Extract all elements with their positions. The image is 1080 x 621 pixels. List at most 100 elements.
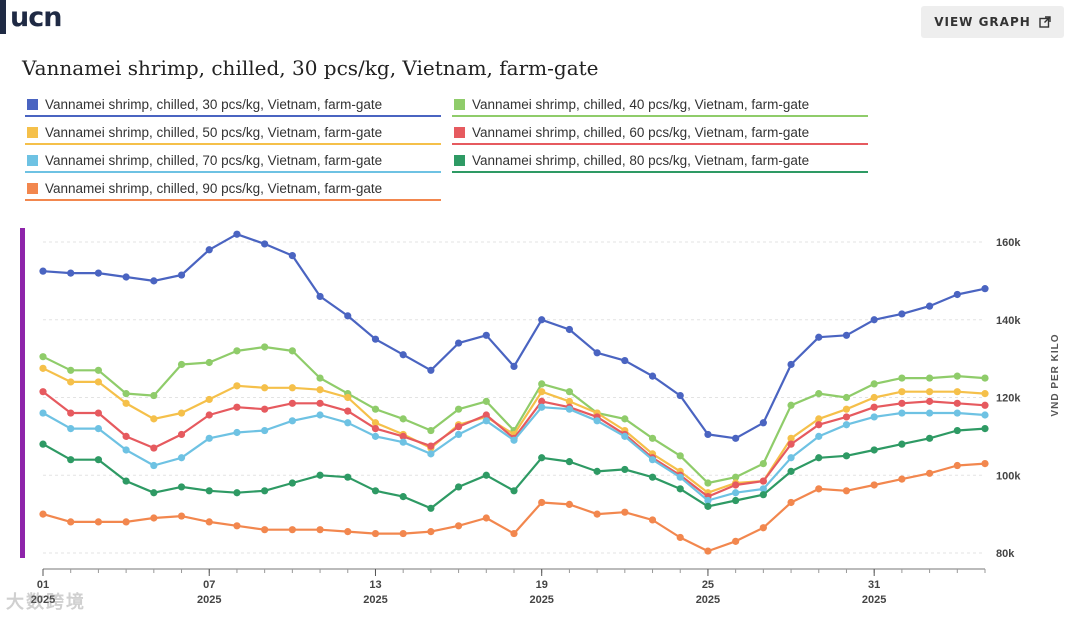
logo-bar [0,0,6,34]
data-point [344,419,352,427]
data-point [150,514,158,522]
data-point [925,302,934,310]
data-point [648,516,657,524]
data-point [399,415,407,423]
data-point [870,316,878,324]
data-point [538,498,546,507]
data-point [371,432,380,440]
data-point [39,353,47,361]
series-line [42,462,986,553]
legend-item[interactable]: Vannamei shrimp, chilled, 90 pcs/kg, Vie… [25,177,441,201]
data-point [482,417,490,425]
legend-label: Vannamei shrimp, chilled, 60 pcs/kg, Vie… [472,124,810,140]
data-point [704,496,712,505]
data-point [39,510,47,518]
data-point [538,403,546,411]
data-point [288,347,296,355]
data-point [704,502,712,510]
data-point [593,467,601,475]
data-point [261,384,269,392]
data-point [205,395,213,404]
data-point [815,421,823,429]
data-point [870,403,878,411]
data-point [94,378,103,386]
data-point [510,529,518,538]
data-point [925,397,934,405]
data-point [732,537,740,545]
data-point [261,426,269,435]
data-point [925,409,934,417]
external-link-icon [1039,16,1051,28]
data-point [344,407,352,415]
data-point [316,471,324,479]
data-point [953,409,961,417]
legend-item[interactable]: Vannamei shrimp, chilled, 40 pcs/kg, Vie… [452,93,868,117]
y-tick-label: 140k [996,315,1021,327]
data-point [316,386,324,394]
legend-item[interactable]: Vannamei shrimp, chilled, 70 pcs/kg, Vie… [25,149,441,173]
legend-item[interactable]: Vannamei shrimp, chilled, 60 pcs/kg, Vie… [452,121,868,145]
data-point [482,331,490,339]
data-point [953,461,961,470]
data-point [67,409,75,417]
data-point [704,479,712,487]
data-point [399,529,407,538]
data-point [648,434,657,442]
data-point [732,434,740,442]
legend-label: Vannamei shrimp, chilled, 30 pcs/kg, Vie… [45,96,383,112]
legend-label: Vannamei shrimp, chilled, 50 pcs/kg, Vie… [45,124,383,140]
legend-item[interactable]: Vannamei shrimp, chilled, 80 pcs/kg, Vie… [452,149,868,173]
data-point [925,374,934,382]
legend-label: Vannamei shrimp, chilled, 80 pcs/kg, Vie… [472,152,810,168]
data-point [621,465,629,474]
data-point [981,425,989,433]
data-point [482,411,490,419]
data-point [288,526,296,534]
chart-title: Vannamei shrimp, chilled, 30 pcs/kg, Vie… [22,56,599,80]
view-graph-button[interactable]: VIEW GRAPH [921,6,1064,38]
data-point [371,425,380,433]
data-point [981,285,989,293]
data-point [815,333,823,341]
data-point [150,461,158,470]
data-point [177,512,186,520]
data-point [565,397,574,405]
data-point [981,459,989,468]
data-point [371,487,380,495]
data-point [177,483,186,491]
data-point [316,411,324,419]
data-point [177,409,186,417]
data-point [205,246,213,254]
data-point [842,421,851,429]
x-tick-year: 2025 [197,594,221,606]
x-tick-year: 2025 [696,594,720,606]
data-point [648,456,657,464]
data-point [981,401,989,409]
data-point [565,500,574,509]
data-point [482,471,490,479]
data-point [815,390,823,398]
data-point [981,390,989,398]
data-point [122,446,130,454]
data-point [316,526,324,534]
data-point [593,510,601,518]
legend-swatch [27,154,38,166]
legend-swatch [27,182,38,194]
data-point [815,485,823,493]
data-point [538,316,546,324]
data-point [122,518,130,526]
legend-item[interactable]: Vannamei shrimp, chilled, 30 pcs/kg, Vie… [25,93,441,117]
data-point [233,230,241,238]
legend-item[interactable]: Vannamei shrimp, chilled, 50 pcs/kg, Vie… [25,121,441,145]
data-point [565,325,574,334]
data-point [732,496,740,505]
ucn-logo[interactable]: ucn [0,0,62,34]
data-point [454,483,463,491]
data-point [981,411,989,419]
data-point [399,438,407,446]
data-point [842,393,851,402]
data-point [67,518,75,526]
legend-swatch [454,126,465,138]
data-point [205,411,213,419]
data-point [150,415,158,423]
